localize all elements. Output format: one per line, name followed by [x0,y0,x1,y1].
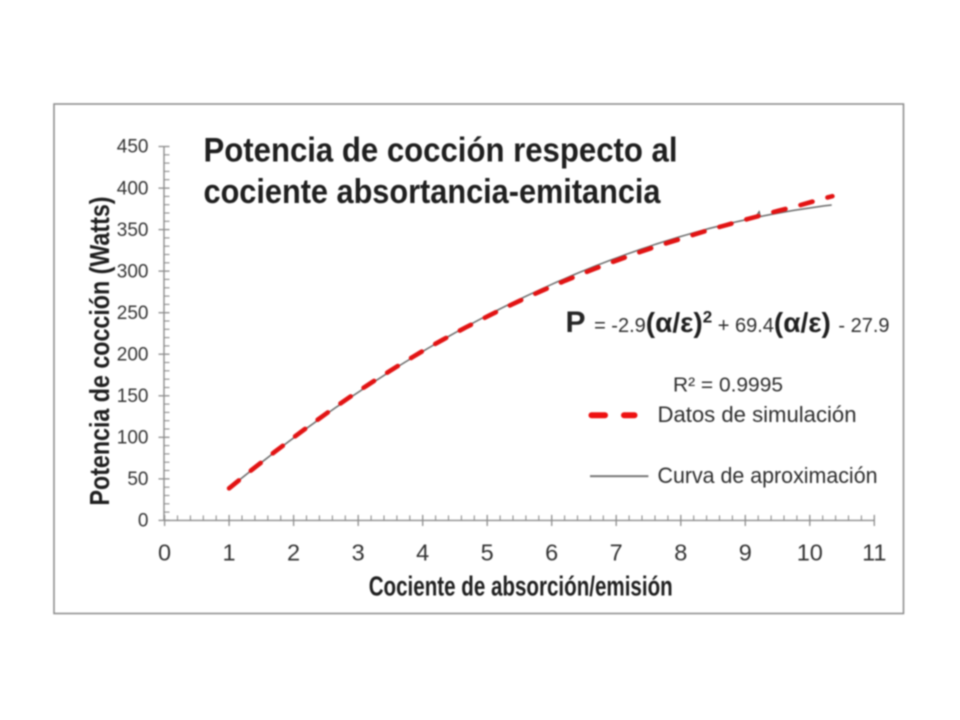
svg-text:150: 150 [117,386,149,407]
svg-text:Potencia de cocción (Watts): Potencia de cocción (Watts) [84,197,115,506]
svg-text:Curva de aproximación: Curva de aproximación [658,463,878,488]
svg-text:50: 50 [127,469,148,490]
svg-text:400: 400 [117,178,149,199]
svg-text:3: 3 [352,540,365,566]
svg-text:2: 2 [287,540,300,566]
svg-text:10: 10 [797,540,823,566]
svg-text:Potencia de cocción respecto a: Potencia de cocción respecto al [204,132,678,170]
svg-text:P = -2.9(α/ε)2 + 69.4(α/ε) - 2: P = -2.9(α/ε)2 + 69.4(α/ε) - 27.9 [566,306,890,339]
svg-text:350: 350 [117,220,149,241]
svg-text:cociente absortancia-emitancia: cociente absortancia-emitancia [204,173,662,211]
svg-text:9: 9 [739,540,752,566]
svg-text:6: 6 [545,540,558,566]
svg-text:0: 0 [158,540,171,566]
svg-text:250: 250 [117,303,149,324]
svg-text:8: 8 [674,540,687,566]
svg-text:Datos de simulación: Datos de simulación [658,402,857,427]
svg-text:R² = 0.9995: R² = 0.9995 [673,375,783,397]
svg-text:4: 4 [416,540,429,566]
svg-text:1: 1 [223,540,236,566]
svg-text:0: 0 [138,511,149,532]
svg-text:7: 7 [610,540,623,566]
svg-text:Cociente de absorción/emisión: Cociente de absorción/emisión [369,571,673,602]
svg-text:300: 300 [117,261,149,282]
svg-text:450: 450 [117,137,149,158]
svg-text:11: 11 [862,540,886,566]
svg-text:5: 5 [481,540,494,566]
svg-text:200: 200 [117,344,149,365]
svg-text:100: 100 [117,428,149,449]
